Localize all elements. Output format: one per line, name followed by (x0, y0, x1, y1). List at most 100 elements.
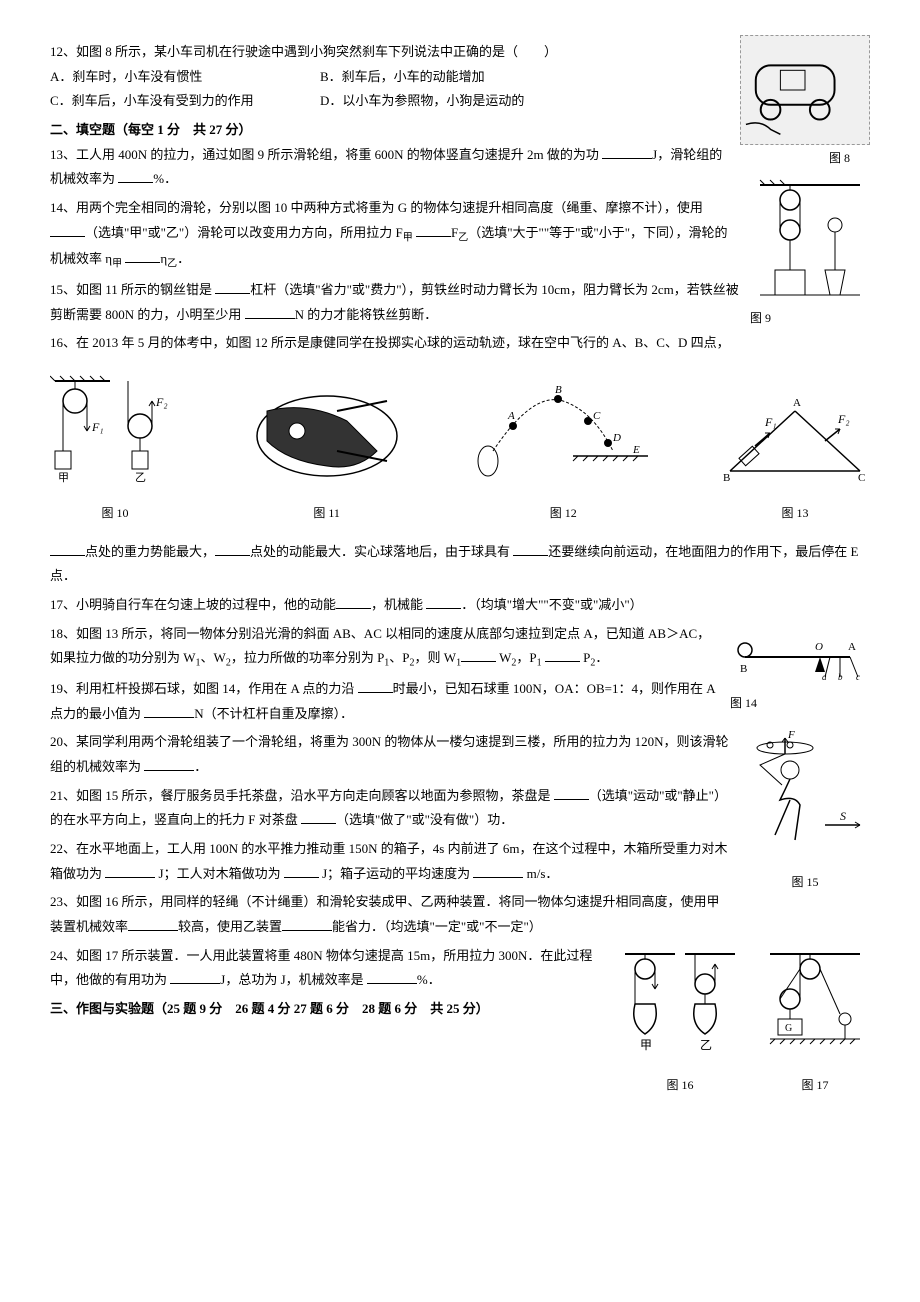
q22-blank-3 (473, 864, 523, 878)
q23-t3: 能省力．（均选填"一定"或"不一定"） (332, 919, 542, 934)
q14-blank-3 (125, 249, 160, 263)
q19-t1: 19、利用杠杆投掷石球，如图 14，作用在 A 点的力沿 (50, 681, 358, 696)
q14-text-1: 14、用两个完全相同的滑轮，分别以图 10 中两种方式将重为 G 的物体匀速提升… (50, 200, 703, 215)
q22-blank-2 (284, 864, 319, 878)
q14-blank-2 (416, 223, 451, 237)
q16-text-3: 点处的动能最大．实心球落地后，由于球具有 (250, 544, 513, 559)
svg-text:F₁: F₁ (764, 415, 777, 429)
q12-opt-b: B．刹车后，小车的动能增加 (320, 65, 485, 90)
svg-text:C: C (858, 472, 865, 484)
question-22: 22、在水平地面上，工人用 100N 的水平推力推动重 150N 的箱子，4s … (50, 837, 870, 886)
svg-text:A: A (793, 397, 801, 409)
q18-t7: ，P (516, 650, 536, 665)
figure-13: A B C F₁ F₂ 图 13 (720, 391, 870, 524)
q16-text-1: 16、在 2013 年 5 月的体考中，如图 12 所示是康健同学在投掷实心球的… (50, 335, 730, 350)
q23-blank-2 (282, 917, 332, 931)
q19-blank-2 (144, 704, 194, 718)
q12-opt-d: D．以小车为参照物，小狗是运动的 (320, 89, 524, 114)
q21-blank-1 (554, 786, 589, 800)
question-12: 12、如图 8 所示，某小车司机在行驶途中遇到小狗突然刹车下列说法中正确的是（ … (50, 40, 870, 114)
q22-t3: J；箱子运动的平均速度为 (319, 866, 474, 881)
question-20: 20、某同学利用两个滑轮组装了一个滑轮组，将重为 300N 的物体从一楼匀速提到… (50, 730, 870, 779)
question-13: 13、工人用 400N 的拉力，通过如图 9 所示滑轮组，将重 600N 的物体… (50, 143, 870, 192)
q12-opt-a: A．刹车时，小车没有惯性 (50, 65, 270, 90)
q13-text-1: 13、工人用 400N 的拉力，通过如图 9 所示滑轮组，将重 600N 的物体… (50, 147, 602, 162)
q18-t8: P (580, 650, 590, 665)
q18-t9: ． (595, 650, 608, 665)
question-15: 15、如图 11 所示的钢丝钳是 杠杆（选填"省力"或"费力"），剪铁丝时动力臂… (50, 278, 870, 327)
q21-t3: （选填"做了"或"没有做"）功． (336, 812, 513, 827)
q22-t4: m/s． (523, 866, 558, 881)
q22-t2: J；工人对木箱做功为 (155, 866, 284, 881)
question-14: 14、用两个完全相同的滑轮，分别以图 10 中两种方式将重为 G 的物体匀速提升… (50, 196, 870, 274)
question-19: 19、利用杠杆投掷石球，如图 14，作用在 A 点的力沿 时最小，已知石球重 1… (50, 677, 870, 726)
question-16b: 点处的重力势能最大，点处的动能最大．实心球落地后，由于球具有 还要继续向前运动，… (50, 540, 870, 589)
q18-t2: 、W (201, 650, 226, 665)
figure-17-label: 图 17 (760, 1074, 870, 1097)
q14-blank-1 (50, 223, 85, 237)
figure-11-label: 图 11 (247, 502, 407, 525)
svg-text:D: D (612, 432, 621, 444)
question-18: 18、如图 13 所示，将同一物体分别沿光滑的斜面 AB、AC 以相同的速度从底… (50, 622, 870, 673)
figure-12: A B C D E 图 12 (473, 381, 653, 524)
question-17: 17、小明骑自行车在匀速上坡的过程中，他的动能，机械能 ．（均填"增大""不变"… (50, 593, 870, 618)
q18-blank-1 (461, 648, 496, 662)
svg-text:甲: 甲 (640, 1038, 652, 1052)
q14-sub-3: 甲 (112, 259, 122, 270)
q15-blank-1 (215, 280, 250, 294)
question-16: 16、在 2013 年 5 月的体考中，如图 12 所示是康健同学在投掷实心球的… (50, 331, 870, 356)
svg-text:F₁: F₁ (91, 420, 104, 434)
q18-t5: ，则 W (415, 650, 457, 665)
q22-blank-1 (105, 864, 155, 878)
q16-blank-2 (215, 542, 250, 556)
question-24: 24、如图 17 所示装置．一人用此装置将重 480N 物体匀速提高 15m，所… (50, 944, 870, 993)
q16-text-2: 点处的重力势能最大， (85, 544, 215, 559)
svg-text:C: C (593, 410, 601, 422)
svg-text:F₂: F₂ (837, 412, 850, 426)
q14-text-6: ． (177, 251, 190, 266)
figure-11: 图 11 (247, 381, 407, 524)
q17-text-2: ，机械能 (371, 597, 426, 612)
figure-12-label: 图 12 (473, 502, 653, 525)
svg-text:甲: 甲 (58, 472, 69, 484)
q23-blank-1 (128, 917, 178, 931)
q18-t4: 、P (389, 650, 409, 665)
q12-text: 12、如图 8 所示，某小车司机在行驶途中遇到小狗突然刹车下列说法中正确的是（ … (50, 40, 870, 65)
q15-text-1: 15、如图 11 所示的钢丝钳是 (50, 282, 215, 297)
q20-blank-1 (144, 757, 194, 771)
figure-10-label: 图 10 (50, 502, 180, 525)
question-21: 21、如图 15 所示，餐厅服务员手托茶盘，沿水平方向走向顾客以地面为参照物，茶… (50, 784, 870, 833)
q14-sub-4: 乙 (167, 259, 177, 270)
figure-16-label: 图 16 (620, 1074, 740, 1097)
q20-t2: ． (194, 759, 207, 774)
q23-t2: 较高，使用乙装置 (178, 919, 282, 934)
question-23: 23、如图 16 所示，用同样的轻绳（不计绳重）和滑轮安装成甲、乙两种装置．将同… (50, 890, 870, 939)
q17-blank-2 (426, 595, 461, 609)
q14-sub-2: 乙 (458, 232, 468, 243)
svg-text:B: B (555, 384, 562, 396)
q13-blank-1 (602, 145, 652, 159)
svg-text:B: B (723, 472, 730, 484)
q19-blank-1 (358, 679, 393, 693)
q21-t1: 21、如图 15 所示，餐厅服务员手托茶盘，沿水平方向走向顾客以地面为参照物，茶… (50, 788, 554, 803)
svg-text:乙: 乙 (135, 471, 146, 484)
q14-sub-1: 甲 (403, 232, 413, 243)
q24-blank-1 (170, 970, 220, 984)
svg-text:F₂: F₂ (155, 395, 168, 409)
figures-row-10-13: F₁ 甲 F₂ 乙 图 10 图 11 (50, 371, 870, 524)
q18-blank-2 (545, 648, 580, 662)
q15-blank-2 (245, 305, 295, 319)
q21-blank-2 (301, 810, 336, 824)
q15-text-3: N 的力才能将铁丝剪断． (295, 307, 438, 322)
q18-t3: ，拉力所做的功率分别为 P (231, 650, 384, 665)
q14-text-2: （选填"甲"或"乙"）滑轮可以改变用力方向，所用拉力 F (85, 225, 403, 240)
q18-t6: W (496, 650, 511, 665)
q17-text-3: ．（均填"增大""不变"或"减小"） (461, 597, 642, 612)
svg-text:G: G (785, 1023, 792, 1034)
q13-text-3: %． (153, 171, 177, 186)
q17-blank-1 (336, 595, 371, 609)
q24-t3: %． (417, 972, 441, 987)
q16-blank-1 (50, 542, 85, 556)
svg-text:A: A (507, 410, 515, 422)
svg-text:乙: 乙 (700, 1038, 712, 1052)
